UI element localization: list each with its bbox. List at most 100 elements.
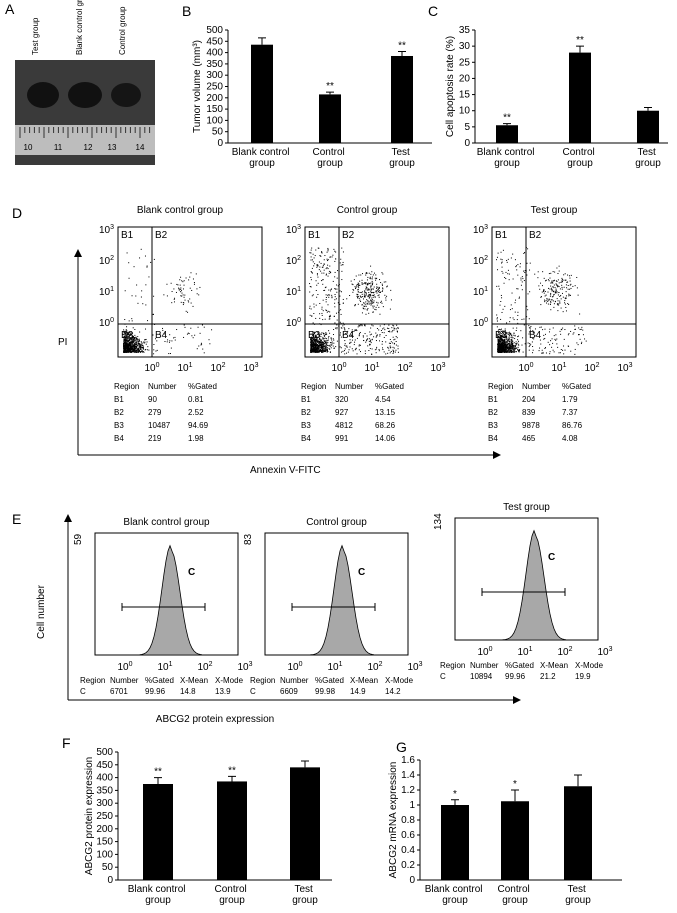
tick-exponent: 2 <box>110 255 114 262</box>
dot <box>144 339 146 341</box>
dot <box>190 272 192 274</box>
dot <box>567 345 569 347</box>
dot <box>312 344 314 346</box>
dot <box>345 345 347 347</box>
dot <box>140 350 142 352</box>
y-tick-label: 250 <box>206 82 223 93</box>
tick-exponent: 0 <box>156 362 160 369</box>
dot <box>311 349 313 351</box>
tick-base: 10 <box>99 318 111 329</box>
dot <box>310 350 312 352</box>
dot <box>337 302 339 304</box>
table-cell: 465 <box>522 434 536 443</box>
dot <box>381 272 383 274</box>
dot <box>145 284 147 286</box>
dot <box>139 345 141 347</box>
y-tick-label: 1.6 <box>401 755 415 766</box>
bar <box>391 55 413 143</box>
table-cell: B4 <box>488 434 498 443</box>
dot <box>368 340 370 342</box>
table-cell: 219 <box>148 434 162 443</box>
dot <box>544 333 546 335</box>
dot <box>319 302 321 304</box>
plot-title: Test group <box>503 502 550 513</box>
dot <box>351 329 353 331</box>
dot <box>369 294 371 296</box>
dot <box>499 344 501 346</box>
dot <box>325 344 327 346</box>
dot <box>370 282 372 284</box>
bar <box>290 767 320 880</box>
dot <box>309 291 311 293</box>
dot <box>550 272 552 274</box>
dot <box>364 308 366 310</box>
dot <box>317 331 319 333</box>
dot <box>137 351 139 353</box>
dot <box>153 258 155 260</box>
dot <box>124 331 126 333</box>
dot <box>313 265 315 267</box>
dot <box>138 339 140 341</box>
dot <box>201 343 203 345</box>
dot <box>528 325 530 327</box>
tick-base: 10 <box>473 256 485 267</box>
dot <box>358 287 360 289</box>
dot <box>312 346 314 348</box>
dot <box>310 345 312 347</box>
dot <box>505 336 507 338</box>
dot <box>582 334 584 336</box>
quadrant-label: B2 <box>155 230 168 241</box>
dot <box>312 351 314 353</box>
significance: ** <box>326 81 334 92</box>
dot <box>201 324 203 326</box>
dot <box>529 269 531 271</box>
dot <box>310 256 312 258</box>
dot <box>503 336 505 338</box>
dot <box>357 296 359 298</box>
dot <box>320 347 322 349</box>
dot <box>322 346 324 348</box>
tick-label: 103 <box>597 646 612 658</box>
dot <box>554 300 556 302</box>
dot <box>390 341 392 343</box>
dot <box>367 345 369 347</box>
tick-label: 103 <box>473 224 488 236</box>
dot <box>513 347 515 349</box>
dot <box>126 351 128 353</box>
dot <box>127 349 129 351</box>
dot <box>376 335 378 337</box>
dot <box>504 337 506 339</box>
tick-exponent: 2 <box>379 661 383 668</box>
dot <box>377 295 379 297</box>
dot <box>500 337 502 339</box>
dot <box>563 274 565 276</box>
table-header: Region <box>440 661 465 670</box>
dot <box>169 334 171 336</box>
dot <box>503 335 505 337</box>
dot <box>382 288 384 290</box>
dot <box>325 301 327 303</box>
dot <box>178 289 180 291</box>
dot <box>169 340 171 342</box>
dot <box>342 350 344 352</box>
dot <box>130 346 132 348</box>
tick-label: 101 <box>157 661 172 673</box>
table-cell: B3 <box>488 421 498 430</box>
dot <box>367 308 369 310</box>
dot <box>148 276 150 278</box>
dot <box>373 294 375 296</box>
tick-label: 100 <box>117 661 132 673</box>
dot <box>505 351 507 353</box>
dot <box>365 289 367 291</box>
dot <box>372 292 374 294</box>
dot <box>329 342 331 344</box>
dot <box>501 344 503 346</box>
dot <box>336 319 338 321</box>
y-axis-label: Tumor volume (mm³) <box>192 40 203 133</box>
dot <box>365 288 367 290</box>
dot <box>316 273 318 275</box>
dot <box>323 347 325 349</box>
dot <box>123 349 125 351</box>
dot <box>578 334 580 336</box>
dot <box>511 351 513 353</box>
